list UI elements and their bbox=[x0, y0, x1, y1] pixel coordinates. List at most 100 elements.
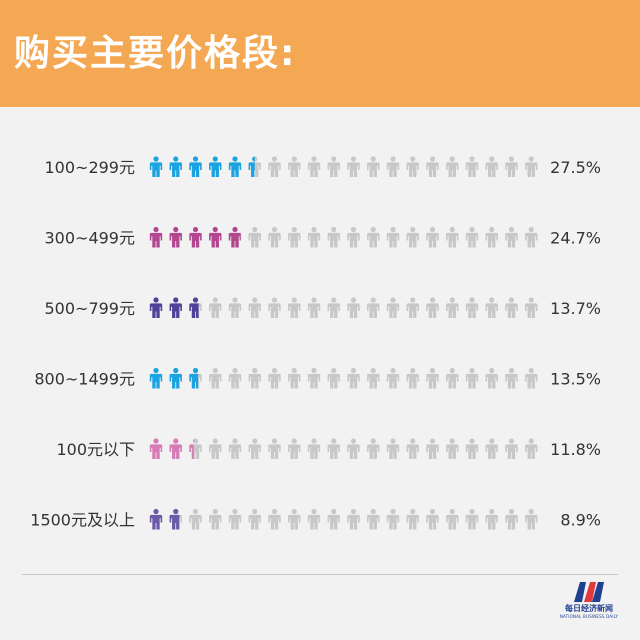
person-icon bbox=[386, 438, 400, 459]
value-label: 13.7% bbox=[550, 299, 601, 318]
value-label: 27.5% bbox=[550, 158, 601, 177]
person-icon bbox=[446, 438, 459, 459]
logo-mark-red bbox=[584, 582, 596, 602]
person-icon bbox=[426, 297, 439, 318]
person-icon bbox=[327, 438, 340, 459]
publisher-name: 每日经济新闻 bbox=[565, 604, 613, 613]
person-icon-partial bbox=[189, 297, 199, 318]
person-icon bbox=[485, 438, 498, 459]
person-icon bbox=[268, 438, 281, 459]
person-icon bbox=[347, 297, 360, 318]
person-icon bbox=[327, 226, 340, 248]
person-icon bbox=[327, 297, 340, 318]
publisher-subtitle: NATIONAL BUSINESS DAILY bbox=[559, 614, 619, 619]
person-icon-filled bbox=[149, 367, 163, 389]
person-icon bbox=[505, 156, 518, 177]
person-icon bbox=[327, 508, 340, 530]
person-icon bbox=[288, 156, 301, 177]
value-label: 24.7% bbox=[550, 229, 601, 248]
person-icon bbox=[268, 367, 281, 389]
person-icon-partial bbox=[189, 367, 199, 389]
person-icon bbox=[485, 156, 498, 177]
person-icon-filled bbox=[169, 297, 182, 318]
category-label: 800~1499元 bbox=[34, 370, 135, 389]
person-icon bbox=[307, 156, 321, 177]
person-icon bbox=[307, 297, 321, 318]
person-icon bbox=[465, 297, 479, 318]
person-icon bbox=[446, 508, 459, 530]
category-label: 300~499元 bbox=[45, 229, 136, 248]
logo-mark-blue bbox=[574, 582, 586, 602]
person-icon-filled bbox=[228, 156, 242, 177]
person-icon bbox=[406, 226, 419, 248]
person-icon bbox=[288, 367, 301, 389]
person-icon bbox=[446, 226, 459, 248]
person-icon bbox=[406, 156, 419, 177]
person-icon bbox=[327, 156, 340, 177]
person-icon bbox=[525, 508, 538, 530]
category-label: 100~299元 bbox=[45, 158, 136, 177]
person-icon-filled bbox=[149, 297, 163, 318]
publisher-logo bbox=[574, 582, 604, 602]
person-icon bbox=[189, 508, 202, 530]
person-icon bbox=[446, 367, 459, 389]
person-icon bbox=[248, 297, 261, 318]
person-icon bbox=[347, 367, 360, 389]
person-icon bbox=[248, 438, 261, 459]
header-banner: 购买主要价格段: bbox=[0, 0, 640, 107]
person-icon bbox=[426, 156, 439, 177]
person-icon bbox=[505, 508, 518, 530]
person-icon bbox=[465, 367, 479, 389]
person-icon bbox=[268, 508, 281, 530]
person-icon bbox=[465, 156, 479, 177]
person-icon bbox=[288, 438, 301, 459]
category-label: 100元以下 bbox=[56, 440, 135, 459]
person-icon bbox=[268, 226, 281, 248]
person-icon bbox=[386, 297, 400, 318]
person-icon bbox=[525, 367, 538, 389]
person-icon bbox=[288, 226, 301, 248]
person-icon bbox=[406, 367, 419, 389]
person-icon bbox=[485, 508, 498, 530]
person-icon bbox=[465, 508, 479, 530]
person-icon bbox=[228, 297, 242, 318]
person-icon bbox=[406, 297, 419, 318]
person-icon bbox=[406, 508, 419, 530]
person-icon bbox=[268, 156, 281, 177]
person-icon-filled bbox=[169, 367, 182, 389]
person-icon bbox=[189, 438, 202, 459]
person-icon bbox=[307, 438, 321, 459]
person-icon bbox=[426, 226, 439, 248]
person-icon bbox=[485, 226, 498, 248]
value-label: 13.5% bbox=[550, 370, 601, 389]
person-icon bbox=[288, 508, 301, 530]
person-icon-filled bbox=[169, 226, 182, 248]
person-icon bbox=[209, 297, 222, 318]
category-label: 500~799元 bbox=[45, 299, 136, 318]
person-icon bbox=[209, 367, 222, 389]
person-icon bbox=[386, 156, 400, 177]
person-icon bbox=[505, 367, 518, 389]
person-icon bbox=[367, 297, 380, 318]
person-icon bbox=[406, 438, 419, 459]
person-icon bbox=[505, 297, 518, 318]
person-icon-partial bbox=[228, 226, 241, 248]
person-icon-filled bbox=[189, 156, 202, 177]
person-icon bbox=[386, 508, 400, 530]
person-icon bbox=[327, 367, 340, 389]
person-icon-filled bbox=[209, 226, 222, 248]
person-icon bbox=[386, 367, 400, 389]
person-icon bbox=[465, 438, 479, 459]
value-label: 11.8% bbox=[550, 440, 601, 459]
person-icon bbox=[525, 297, 538, 318]
person-icon bbox=[386, 226, 400, 248]
person-icon-filled bbox=[149, 438, 163, 459]
person-icon bbox=[505, 438, 518, 459]
person-icon bbox=[347, 156, 360, 177]
person-icon bbox=[426, 508, 439, 530]
person-icon-filled bbox=[189, 226, 202, 248]
person-icon bbox=[367, 508, 380, 530]
person-icon bbox=[367, 226, 380, 248]
person-icon bbox=[525, 438, 538, 459]
